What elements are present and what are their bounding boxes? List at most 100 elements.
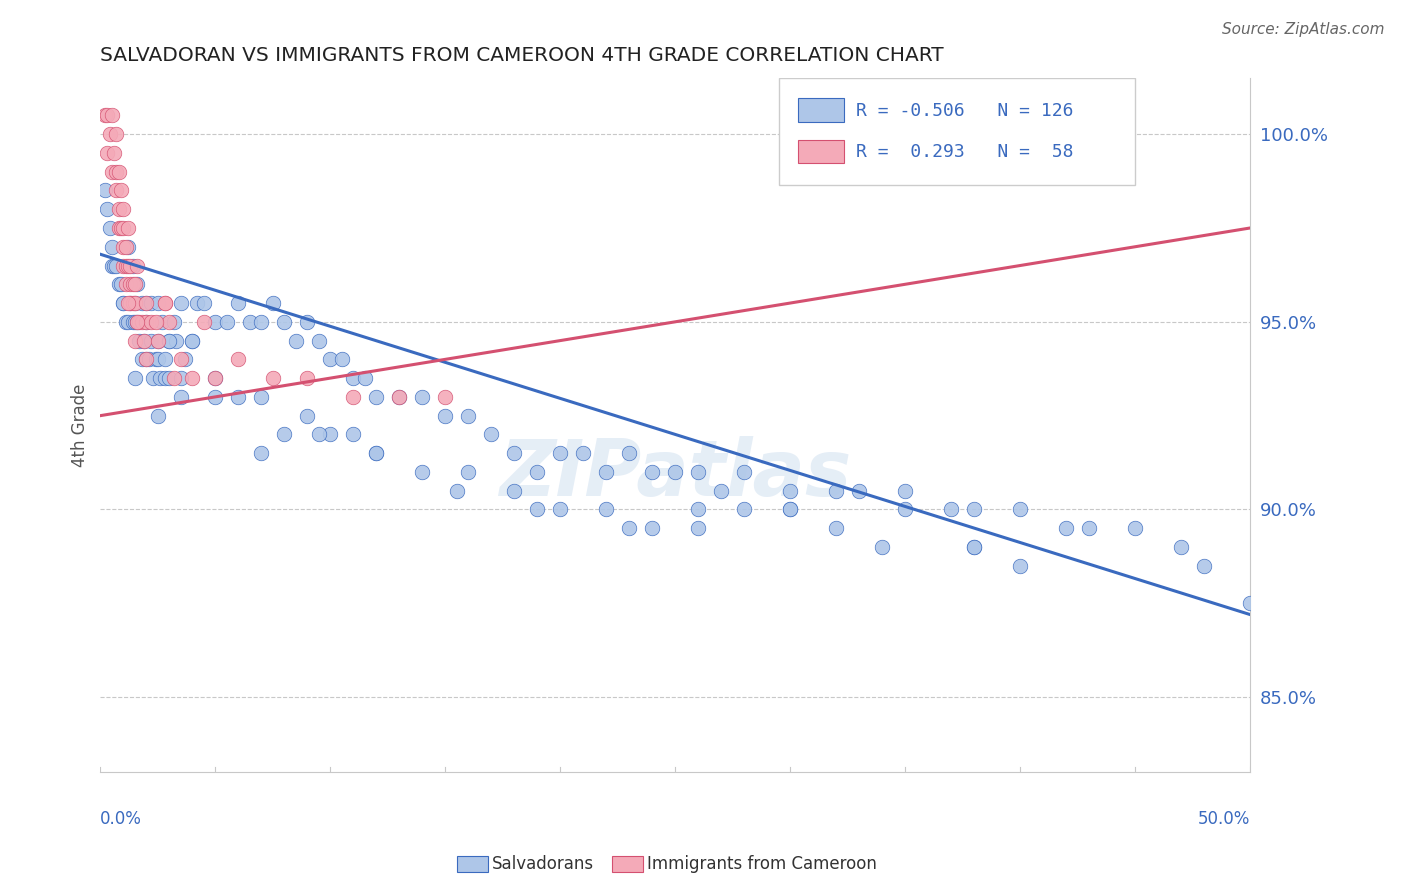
Point <box>963 502 986 516</box>
Point <box>101 108 124 122</box>
Point <box>103 259 125 273</box>
Point <box>98 127 121 141</box>
Point <box>1123 521 1146 535</box>
Point <box>163 371 186 385</box>
Point <box>124 296 146 310</box>
Point <box>688 502 710 516</box>
Point <box>121 277 143 292</box>
Point <box>153 296 176 310</box>
Point <box>135 315 157 329</box>
Point <box>1010 502 1032 516</box>
Point <box>170 390 193 404</box>
Point <box>297 371 319 385</box>
Point <box>733 502 755 516</box>
Point <box>157 334 180 348</box>
Point <box>121 259 143 273</box>
Point <box>226 352 249 367</box>
Point <box>548 502 571 516</box>
Point <box>112 296 135 310</box>
FancyBboxPatch shape <box>779 78 1135 186</box>
Point <box>117 296 139 310</box>
Point <box>733 465 755 479</box>
Point <box>526 465 548 479</box>
Point <box>170 296 193 310</box>
Point <box>112 259 135 273</box>
Point <box>170 352 193 367</box>
Point <box>411 390 433 404</box>
Point <box>457 409 479 423</box>
Point <box>273 315 295 329</box>
Point <box>112 240 135 254</box>
Point <box>124 315 146 329</box>
Point <box>226 390 249 404</box>
Point <box>135 352 157 367</box>
Point <box>239 315 262 329</box>
Point <box>1078 521 1101 535</box>
Point <box>107 277 129 292</box>
Bar <box>799 140 844 163</box>
Text: Immigrants from Cameroon: Immigrants from Cameroon <box>647 855 876 873</box>
Point <box>779 502 801 516</box>
Point <box>105 164 128 178</box>
Point <box>131 296 153 310</box>
Point <box>619 446 641 460</box>
Text: 0.0%: 0.0% <box>100 810 142 829</box>
Point <box>619 521 641 535</box>
Point <box>366 390 388 404</box>
Point <box>870 540 893 554</box>
Point <box>526 502 548 516</box>
Point <box>894 483 917 498</box>
Text: ZIPatlas: ZIPatlas <box>499 435 851 512</box>
Point <box>641 521 664 535</box>
Point <box>308 334 330 348</box>
Point <box>595 502 617 516</box>
Point <box>204 371 226 385</box>
Point <box>186 296 208 310</box>
Point <box>273 427 295 442</box>
Point <box>145 352 167 367</box>
Point <box>825 521 848 535</box>
Point <box>117 221 139 235</box>
Point <box>170 371 193 385</box>
Point <box>779 483 801 498</box>
Point <box>297 315 319 329</box>
Point <box>114 315 136 329</box>
Point <box>1192 558 1215 573</box>
Point <box>548 446 571 460</box>
Point <box>110 184 132 198</box>
Point <box>120 277 142 292</box>
Text: Source: ZipAtlas.com: Source: ZipAtlas.com <box>1222 22 1385 37</box>
Point <box>446 483 468 498</box>
Point <box>157 315 180 329</box>
Text: Salvadorans: Salvadorans <box>492 855 595 873</box>
Point <box>135 315 157 329</box>
Point <box>181 334 204 348</box>
Point <box>1054 521 1077 535</box>
Point <box>127 277 149 292</box>
Point <box>112 202 135 217</box>
Point <box>139 296 162 310</box>
Point <box>101 240 124 254</box>
Point <box>120 296 142 310</box>
Point <box>503 483 526 498</box>
Point <box>112 296 135 310</box>
Point <box>146 334 169 348</box>
Point <box>127 315 149 329</box>
Point <box>939 502 962 516</box>
Point <box>153 296 176 310</box>
Point <box>641 465 664 479</box>
Point <box>124 334 146 348</box>
Point <box>848 483 870 498</box>
Point <box>434 409 457 423</box>
Point <box>457 465 479 479</box>
Point <box>342 427 364 442</box>
Point <box>262 296 284 310</box>
Point <box>342 390 364 404</box>
Point <box>132 334 155 348</box>
Point <box>114 240 136 254</box>
Point <box>963 540 986 554</box>
Point <box>112 221 135 235</box>
Point <box>664 465 686 479</box>
Point <box>215 315 238 329</box>
Point <box>153 352 176 367</box>
